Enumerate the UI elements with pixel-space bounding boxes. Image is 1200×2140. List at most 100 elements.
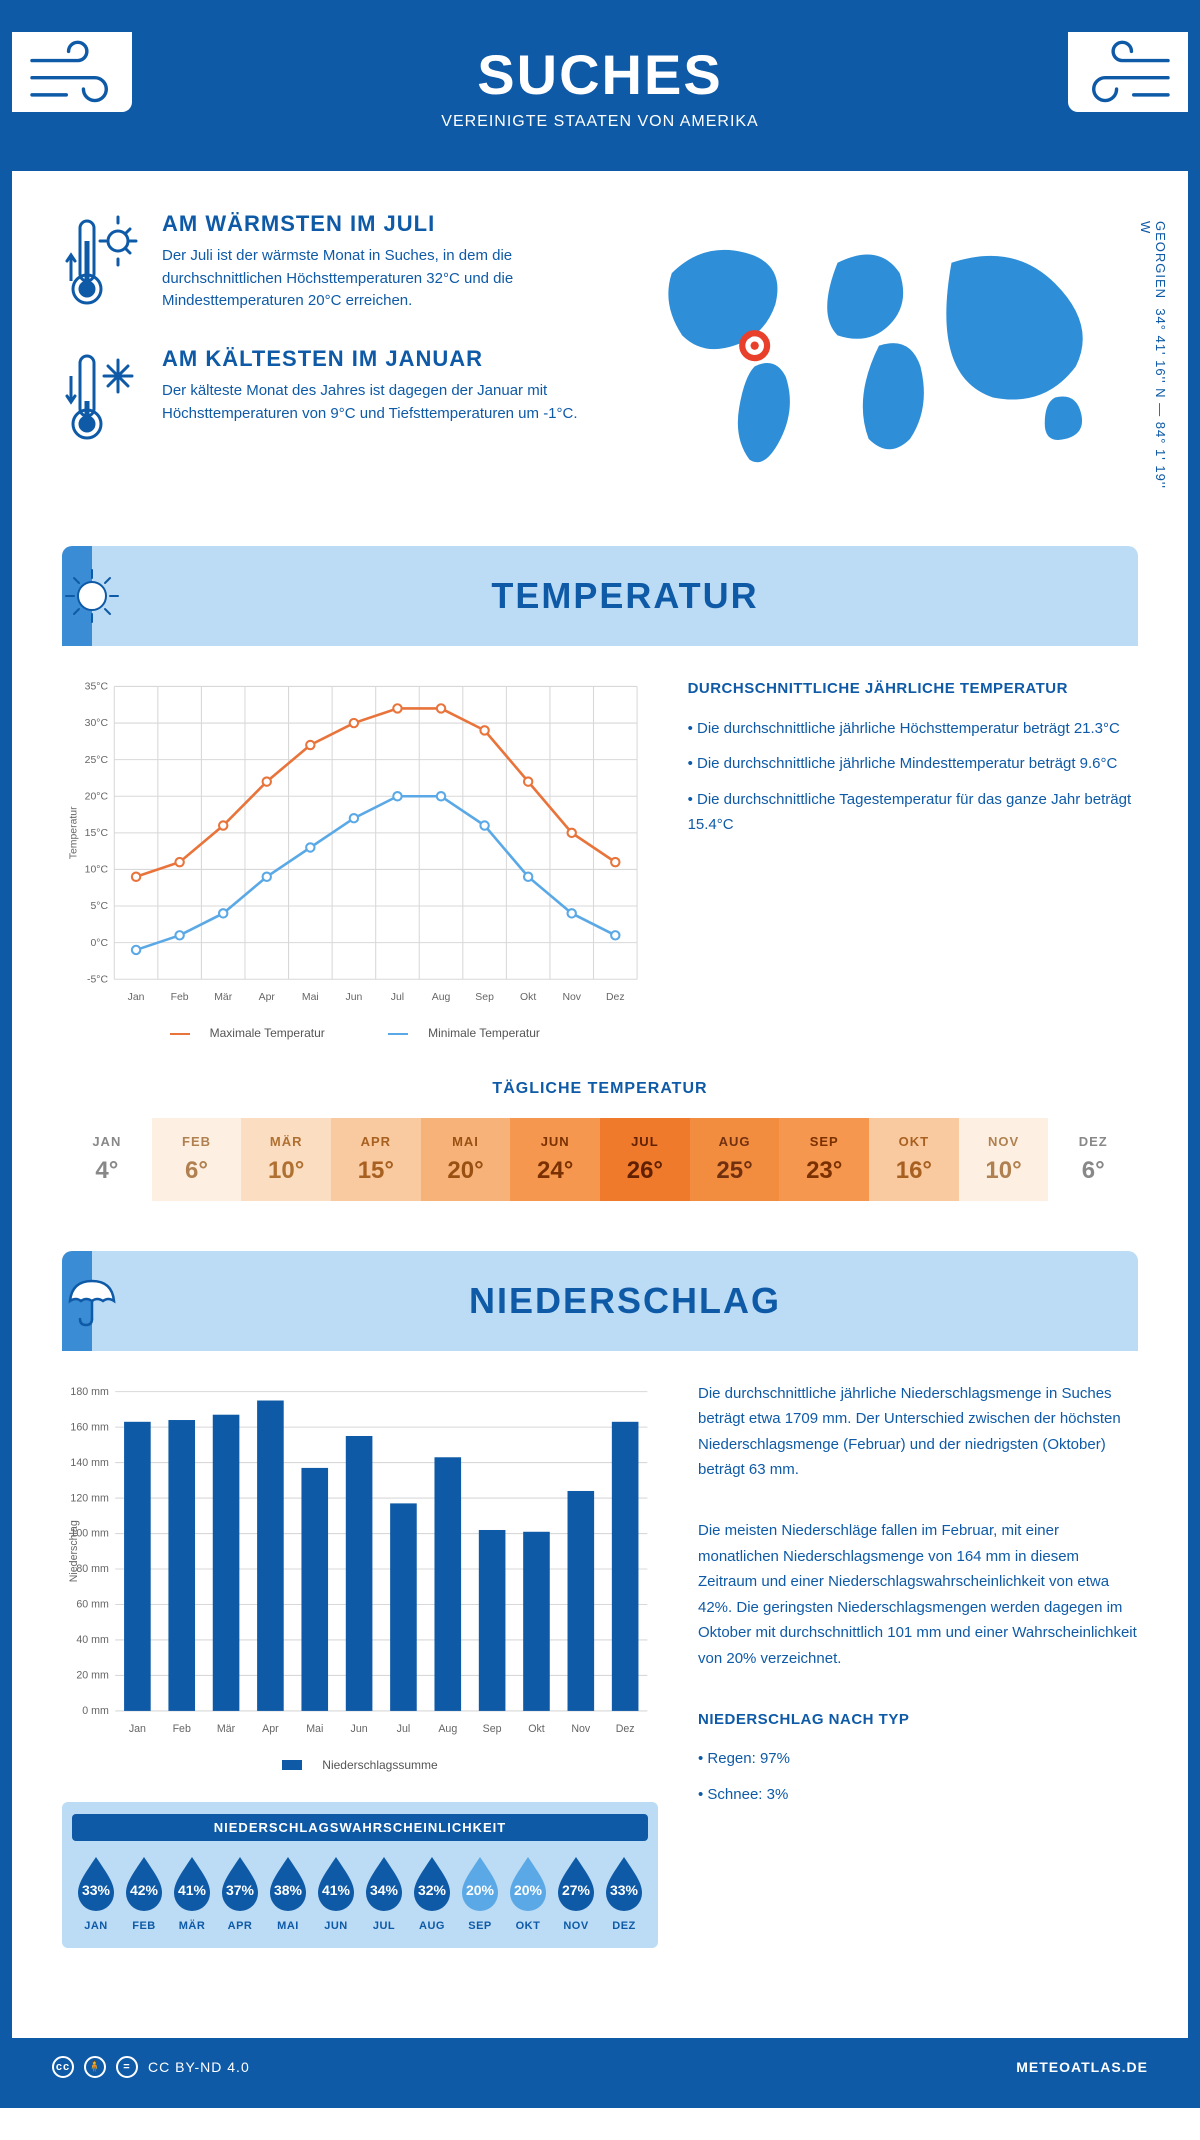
probability-drop: 33%DEZ [600,1853,648,1932]
world-map-icon [620,211,1138,501]
probability-drop: 41%JUN [312,1853,360,1932]
svg-text:37%: 37% [226,1882,255,1898]
temp-cell: APR15° [331,1118,421,1201]
svg-text:10°C: 10°C [85,865,109,876]
cc-icon: cc [52,2056,74,2078]
intro-section: AM WÄRMSTEN IM JULI Der Juli ist der wär… [62,211,1138,506]
temp-cell: DEZ6° [1048,1118,1138,1201]
svg-text:120 mm: 120 mm [70,1492,109,1504]
temp-cell: MÄR10° [241,1118,331,1201]
svg-text:Dez: Dez [606,992,625,1003]
probability-drop: 37%APR [216,1853,264,1932]
svg-text:Dez: Dez [616,1723,635,1735]
temp-cell: JUL26° [600,1118,690,1201]
svg-text:Jul: Jul [391,992,404,1003]
svg-text:35°C: 35°C [85,682,109,693]
probability-drop: 33%JAN [72,1853,120,1932]
svg-text:38%: 38% [274,1882,303,1898]
coldest-title: AM KÄLTESTEN IM JANUAR [162,346,580,372]
svg-text:180 mm: 180 mm [70,1386,109,1398]
svg-text:Niederschlag: Niederschlag [68,1520,80,1582]
svg-text:Sep: Sep [475,992,494,1003]
precip-type-1: • Schnee: 3% [698,1782,1138,1808]
temp-cell: OKT16° [869,1118,959,1201]
svg-text:80 mm: 80 mm [76,1563,109,1575]
temperature-section: TEMPERATUR -5°C0°C5°C10°C15°C20°C25°C30°… [62,546,1138,1201]
svg-text:34%: 34% [370,1882,399,1898]
probability-drop: 32%AUG [408,1853,456,1932]
svg-text:Nov: Nov [562,992,581,1003]
temp-cell: NOV10° [959,1118,1049,1201]
svg-text:Jun: Jun [345,992,362,1003]
thermometer-sun-icon [62,211,142,316]
precipitation-section: NIEDERSCHLAG 0 mm20 mm40 mm60 mm80 mm100… [62,1251,1138,1948]
footer: cc 🧍 = CC BY-ND 4.0 METEOATLAS.DE [12,2038,1188,2096]
svg-text:40 mm: 40 mm [76,1634,109,1646]
precip-text-1: Die durchschnittliche jährliche Niedersc… [698,1381,1138,1483]
site-name: METEOATLAS.DE [1016,2059,1148,2075]
svg-text:Okt: Okt [528,1723,545,1735]
umbrella-icon [62,1271,122,1331]
svg-text:Feb: Feb [173,1723,191,1735]
svg-text:15°C: 15°C [85,828,109,839]
svg-text:Mai: Mai [306,1723,323,1735]
probability-drop: 34%JUL [360,1853,408,1932]
svg-text:25°C: 25°C [85,755,109,766]
infographic-frame: SUCHES VEREINIGTE STAATEN VON AMERIKA [0,0,1200,2108]
temp-cell: FEB6° [152,1118,242,1201]
daily-temp-title: TÄGLICHE TEMPERATUR [62,1080,1138,1098]
wind-icon-right [1068,32,1188,112]
svg-text:5°C: 5°C [90,901,108,912]
svg-text:Jan: Jan [128,992,145,1003]
probability-drop: 38%MAI [264,1853,312,1932]
nd-icon: = [116,2056,138,2078]
thermometer-snow-icon [62,346,142,451]
precipitation-legend: Niederschlagssumme [62,1758,658,1772]
temp-bullet-0: • Die durchschnittliche jährliche Höchst… [688,716,1138,742]
svg-text:30°C: 30°C [85,718,109,729]
svg-text:Temperatur: Temperatur [69,806,80,859]
daily-temp-strip: JAN4°FEB6°MÄR10°APR15°MAI20°JUN24°JUL26°… [62,1118,1138,1201]
temperature-header: TEMPERATUR [62,546,1138,646]
temp-cell: SEP23° [779,1118,869,1201]
probability-drop: 41%MÄR [168,1853,216,1932]
warmest-fact: AM WÄRMSTEN IM JULI Der Juli ist der wär… [62,211,580,316]
temp-cell: AUG25° [690,1118,780,1201]
wind-icon-left [12,32,132,112]
temp-cell: MAI20° [421,1118,511,1201]
precip-text-2: Die meisten Niederschläge fallen im Febr… [698,1518,1138,1671]
svg-text:20%: 20% [466,1882,495,1898]
svg-text:Apr: Apr [262,1723,279,1735]
svg-text:27%: 27% [562,1882,591,1898]
svg-text:Okt: Okt [520,992,536,1003]
svg-text:Aug: Aug [438,1723,457,1735]
svg-text:42%: 42% [130,1882,159,1898]
svg-text:160 mm: 160 mm [70,1421,109,1433]
temp-cell: JAN4° [62,1118,152,1201]
temp-cell: JUN24° [510,1118,600,1201]
coordinates: GEORGIEN 34° 41' 16'' N — 84° 1' 19'' W [1138,221,1168,506]
precip-type-0: • Regen: 97% [698,1746,1138,1772]
precipitation-header: NIEDERSCHLAG [62,1251,1138,1351]
probability-drop: 42%FEB [120,1853,168,1932]
svg-text:Nov: Nov [571,1723,591,1735]
svg-text:Apr: Apr [259,992,276,1003]
precipitation-bar-chart: 0 mm20 mm40 mm60 mm80 mm100 mm120 mm140 … [62,1381,658,1743]
svg-text:Mai: Mai [302,992,319,1003]
svg-text:Sep: Sep [483,1723,502,1735]
temperature-title: TEMPERATUR [142,575,1108,617]
svg-text:140 mm: 140 mm [70,1456,109,1468]
svg-text:Jan: Jan [129,1723,146,1735]
svg-text:33%: 33% [610,1882,639,1898]
svg-text:Jul: Jul [397,1723,411,1735]
prob-title: NIEDERSCHLAGSWAHRSCHEINLICHKEIT [72,1814,648,1841]
warmest-text: Der Juli ist der wärmste Monat in Suches… [162,245,580,313]
svg-text:33%: 33% [82,1882,111,1898]
svg-text:0°C: 0°C [90,938,108,949]
coldest-fact: AM KÄLTESTEN IM JANUAR Der kälteste Mona… [62,346,580,451]
page-title: SUCHES [32,42,1168,107]
temperature-line-chart: -5°C0°C5°C10°C15°C20°C25°C30°C35°CJanFeb… [62,676,648,1011]
svg-text:60 mm: 60 mm [76,1598,109,1610]
warmest-title: AM WÄRMSTEN IM JULI [162,211,580,237]
svg-text:20 mm: 20 mm [76,1669,109,1681]
